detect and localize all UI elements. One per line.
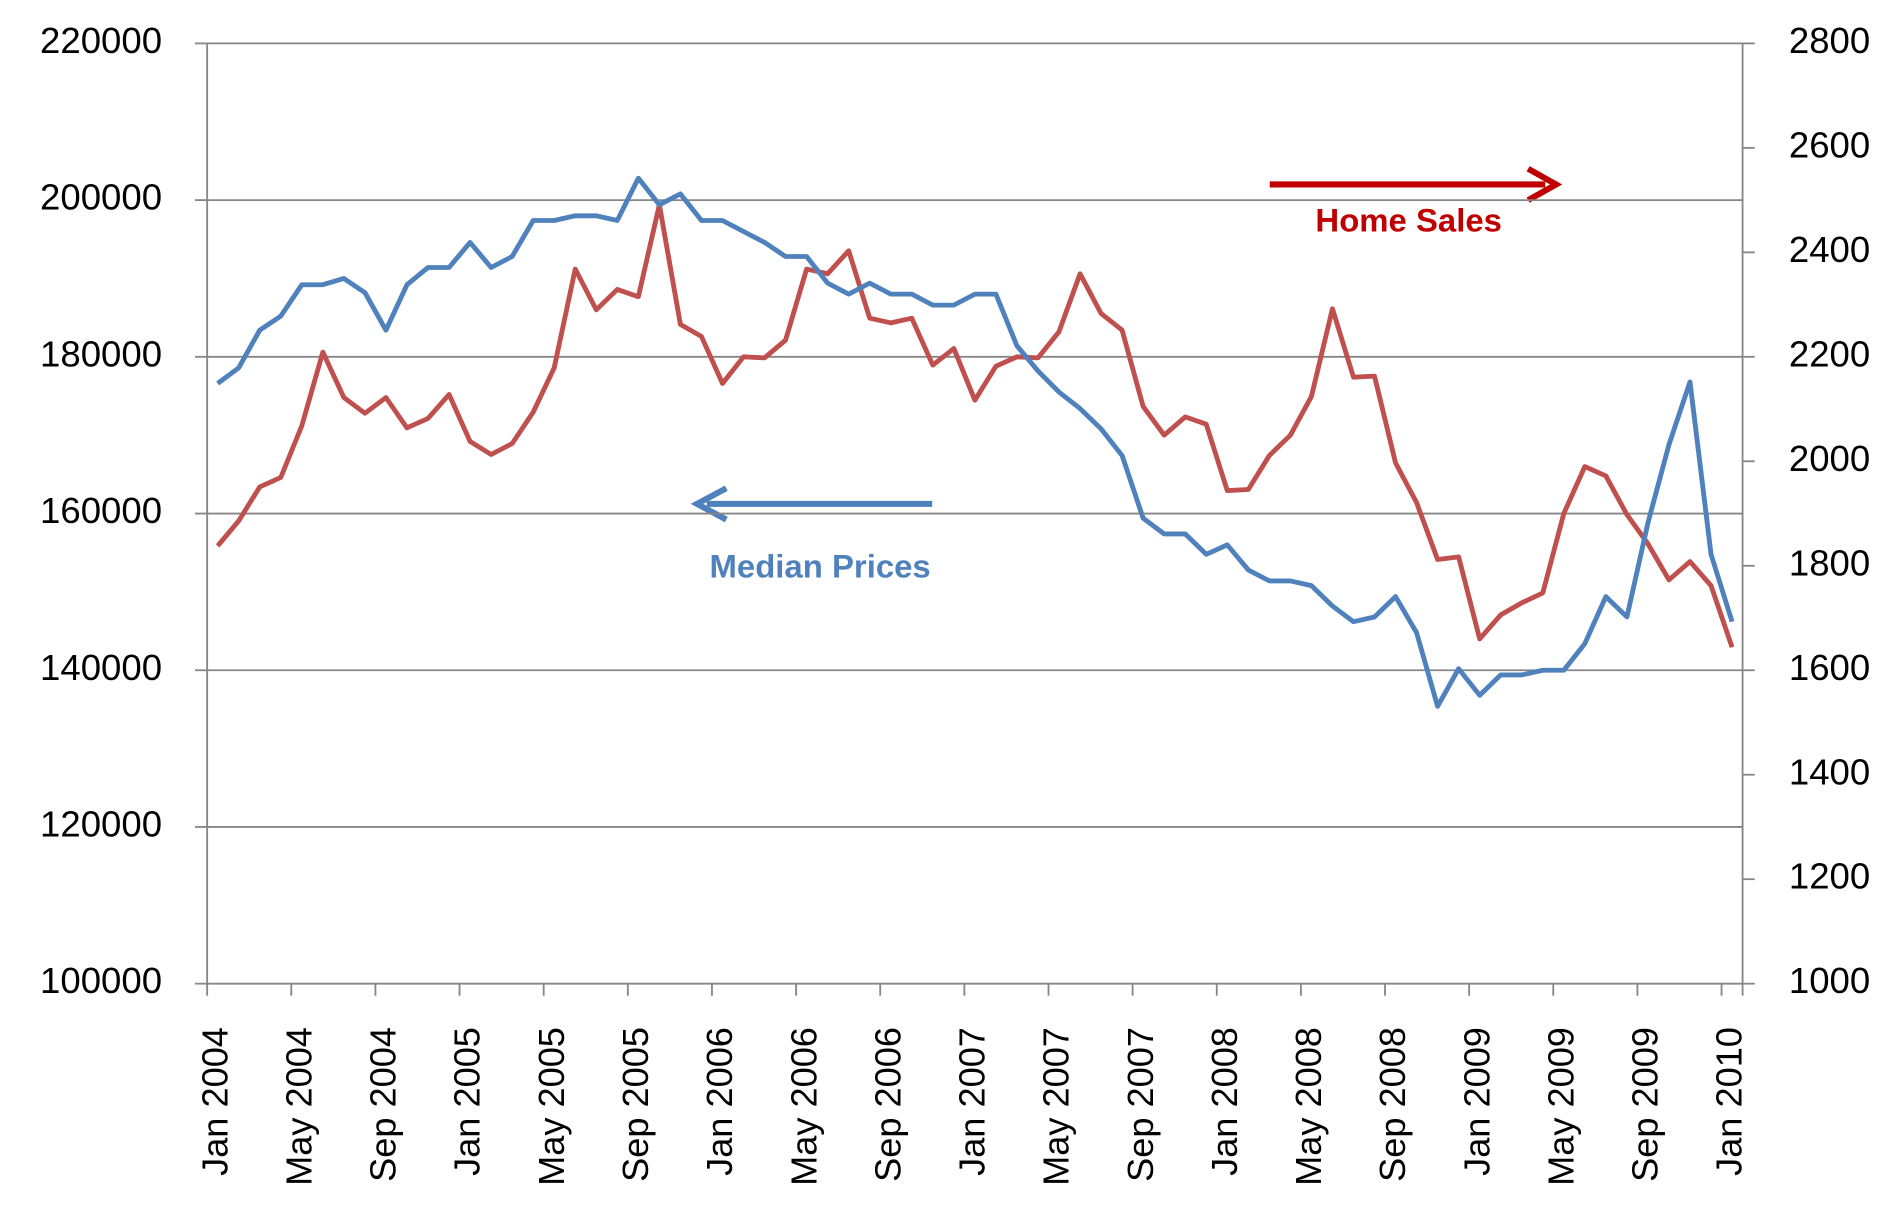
y-tick-label: 180000 <box>40 334 162 375</box>
y2-tick-label: 2000 <box>1789 438 1870 479</box>
x-tick-label: Jan 2004 <box>194 1027 235 1176</box>
x-tick-label: Jan 2010 <box>1709 1027 1750 1176</box>
x-tick-label: Sep 2006 <box>867 1027 908 1182</box>
y-tick-label: 140000 <box>40 647 162 688</box>
x-tick-label: May 2008 <box>1288 1027 1329 1186</box>
x-tick-label: May 2005 <box>531 1027 572 1186</box>
y-tick-label: 220000 <box>40 20 162 61</box>
y2-tick-label: 1400 <box>1789 751 1870 792</box>
x-tick-label: Jan 2007 <box>951 1027 992 1176</box>
y2-tick-label: 1600 <box>1789 647 1870 688</box>
y-tick-label: 160000 <box>40 490 162 531</box>
x-tick-label: Sep 2005 <box>615 1027 656 1182</box>
y2-tick-label: 1000 <box>1789 960 1870 1001</box>
x-tick-label: Jan 2008 <box>1204 1027 1245 1176</box>
x-tick-label: Sep 2004 <box>362 1027 403 1182</box>
y2-tick-label: 2400 <box>1789 229 1870 270</box>
x-tick-label: Sep 2008 <box>1372 1027 1413 1182</box>
x-tick-label: May 2006 <box>783 1027 824 1186</box>
x-tick-label: Sep 2007 <box>1120 1027 1161 1182</box>
series-line <box>215 202 1735 649</box>
x-tick-label: Jan 2006 <box>699 1027 740 1176</box>
x-tick-label: May 2007 <box>1035 1027 1076 1186</box>
y-tick-label: 120000 <box>40 804 162 845</box>
x-tick-label: May 2009 <box>1540 1027 1581 1186</box>
sales-arrow-head <box>1526 166 1563 203</box>
y2-tick-label: 1200 <box>1789 856 1870 897</box>
x-tick-label: Jan 2005 <box>447 1027 488 1176</box>
annotation: Home Sales <box>1315 202 1502 239</box>
series-line <box>216 175 1735 709</box>
annotation: Median Prices <box>709 548 930 585</box>
y-tick-label: 100000 <box>40 960 162 1001</box>
y2-tick-label: 2600 <box>1789 125 1870 166</box>
y2-tick-label: 1800 <box>1789 543 1870 584</box>
y2-tick-label: 2800 <box>1789 20 1870 61</box>
x-tick-label: May 2004 <box>278 1027 319 1186</box>
x-tick-label: Jan 2009 <box>1456 1027 1497 1176</box>
y-tick-label: 200000 <box>40 177 162 218</box>
y2-tick-label: 2200 <box>1789 334 1870 375</box>
x-tick-label: Sep 2009 <box>1624 1027 1665 1182</box>
